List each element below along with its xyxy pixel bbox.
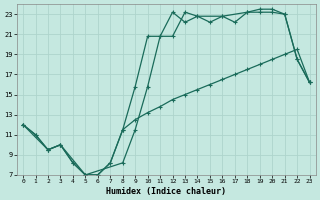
X-axis label: Humidex (Indice chaleur): Humidex (Indice chaleur) (106, 187, 226, 196)
